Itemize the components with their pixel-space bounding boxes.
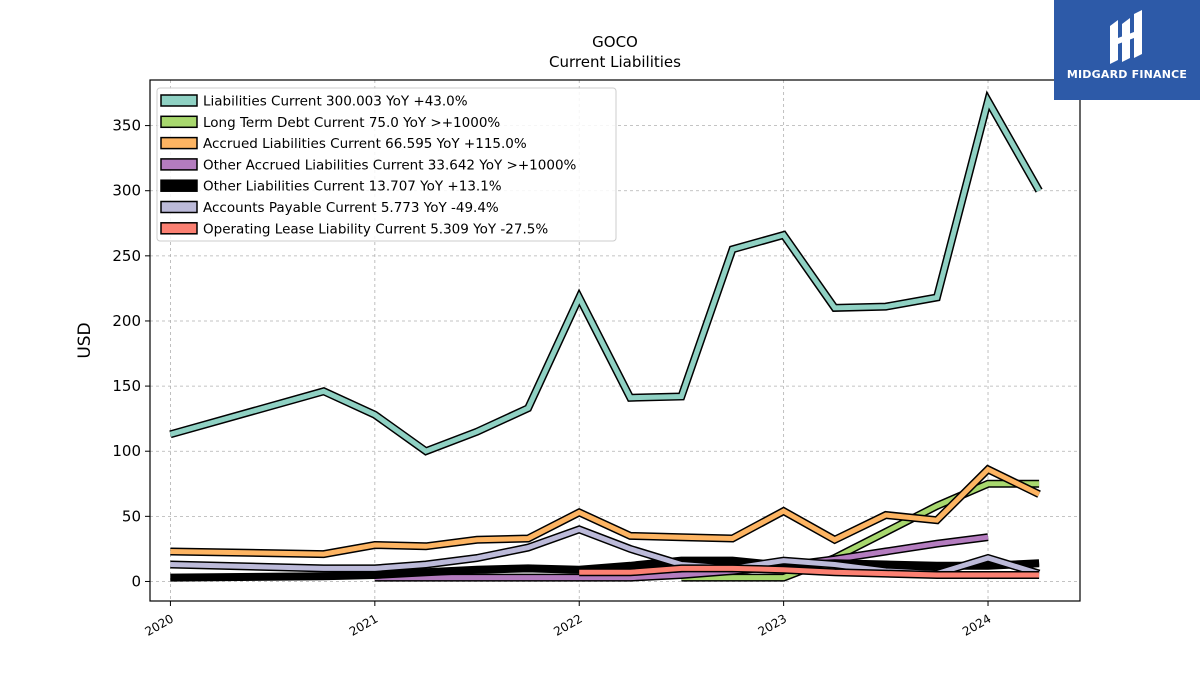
legend-swatch <box>160 115 198 129</box>
series-line <box>170 466 1041 557</box>
legend-label: Liabilities Current 300.003 YoY +43.0% <box>203 94 468 110</box>
legend-swatch <box>160 200 198 214</box>
y-tick-label: 350 <box>112 117 141 135</box>
series-line <box>579 565 1040 578</box>
legend-swatch <box>160 158 198 171</box>
y-tick-label: 150 <box>112 377 141 395</box>
y-tick-label: 200 <box>112 312 141 330</box>
legend-swatch <box>160 179 198 192</box>
series-line <box>169 94 1042 455</box>
series-line <box>170 558 1040 581</box>
y-tick-label: 300 <box>112 182 141 200</box>
legend-box <box>156 87 617 242</box>
legend-label: Accrued Liabilities Current 66.595 YoY +… <box>203 136 527 152</box>
legend-label: Other Accrued Liabilities Current 33.642… <box>203 157 577 173</box>
chart-title: GOCO <box>592 33 638 51</box>
y-axis-label: USD <box>75 322 95 358</box>
legend-label: Long Term Debt Current 75.0 YoY >+1000% <box>203 115 500 131</box>
y-tick-label: 250 <box>112 247 141 265</box>
legend-swatch <box>160 94 198 107</box>
brand-name: MIDGARD FINANCE <box>1066 68 1188 81</box>
legend-label: Accounts Payable Current 5.773 YoY -49.4… <box>203 200 499 216</box>
legend-swatch <box>160 222 198 235</box>
series-line <box>374 534 989 581</box>
legend-label: Other Liabilities Current 13.707 YoY +13… <box>203 179 502 195</box>
brand-logo: MIDGARD FINANCE <box>1054 0 1200 100</box>
y-tick-label: 100 <box>112 442 141 460</box>
x-tick-label: 2024 <box>960 611 993 638</box>
legend-label: Operating Lease Liability Current 5.309 … <box>203 221 548 237</box>
x-tick-label: 2023 <box>756 611 789 638</box>
legend-swatch <box>160 136 198 150</box>
chart-subtitle: Current Liabilities <box>549 53 681 71</box>
y-tick-label: 0 <box>131 572 141 590</box>
plot-frame <box>149 79 1081 602</box>
y-tick-label: 50 <box>122 507 141 525</box>
x-tick-label: 2020 <box>142 611 175 638</box>
x-tick-label: 2021 <box>347 611 380 638</box>
x-tick-label: 2022 <box>551 611 584 638</box>
midgard-logo-icon <box>1110 10 1142 64</box>
series-line <box>681 481 1040 581</box>
